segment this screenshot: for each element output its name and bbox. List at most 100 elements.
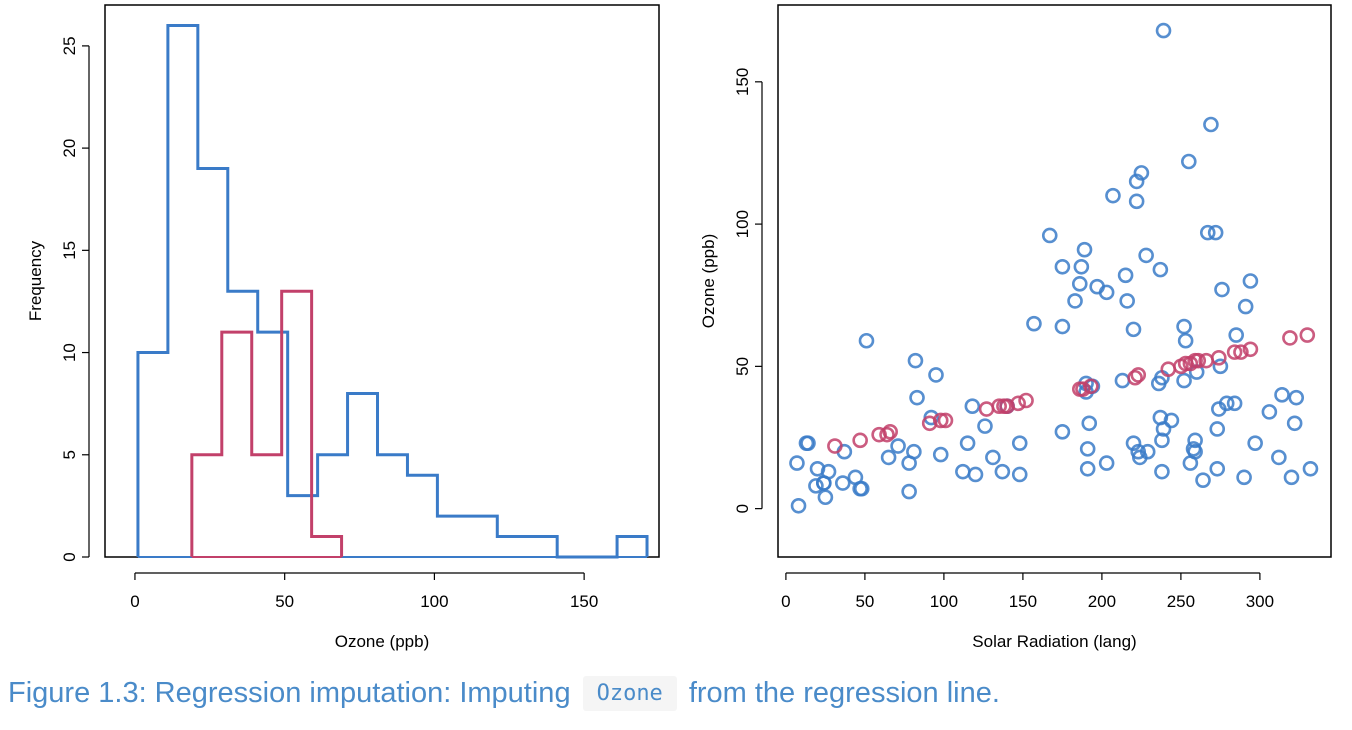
imputed-point bbox=[937, 412, 954, 429]
observed-point bbox=[1128, 193, 1145, 210]
x-axis-title: Ozone (ppb) bbox=[335, 632, 430, 651]
observed-point bbox=[1081, 415, 1098, 432]
y-tick-label: 50 bbox=[733, 357, 752, 376]
imputed-point bbox=[1083, 378, 1099, 395]
imputed-point bbox=[978, 401, 995, 417]
histogram-series-1-outline bbox=[190, 289, 344, 557]
histogram-bar bbox=[378, 455, 408, 557]
observed-point bbox=[1271, 449, 1287, 466]
y-tick-label: 0 bbox=[60, 552, 79, 561]
y-tick-label: 0 bbox=[733, 504, 752, 513]
observed-point bbox=[1195, 472, 1211, 488]
observed-point bbox=[1155, 421, 1172, 437]
x-tick-label: 0 bbox=[130, 592, 139, 611]
imputed-point bbox=[882, 424, 898, 440]
observed-point bbox=[890, 438, 906, 454]
observed-point bbox=[1209, 421, 1226, 437]
observed-point bbox=[1139, 443, 1156, 460]
observed-point bbox=[1119, 293, 1135, 309]
y-tick-label: 10 bbox=[60, 343, 79, 362]
x-tick-label: 100 bbox=[930, 592, 958, 611]
y-tick-label: 100 bbox=[733, 210, 752, 238]
observed-point bbox=[1128, 173, 1145, 190]
observed-point bbox=[932, 446, 949, 463]
histogram-bar bbox=[282, 291, 312, 557]
observed-point bbox=[817, 489, 834, 506]
y-tick-label: 25 bbox=[60, 36, 79, 55]
observed-point bbox=[880, 449, 897, 466]
imputed-point bbox=[1075, 381, 1091, 397]
scatter-panel: 0 50 100 150 200 250 300 Solar Radiation (lang)… bbox=[699, 4, 1332, 651]
observed-point bbox=[820, 463, 837, 480]
caption-code: Ozone bbox=[582, 676, 677, 711]
observed-point bbox=[1187, 443, 1203, 460]
observed-point bbox=[959, 435, 976, 451]
observed-point bbox=[909, 389, 925, 406]
histogram-bar bbox=[467, 516, 497, 557]
observed-point bbox=[1288, 389, 1305, 406]
x-tick-label: 50 bbox=[855, 592, 874, 611]
figure-caption: Figure 1.3: Regression imputation: Imput… bbox=[8, 676, 1000, 711]
observed-point bbox=[1163, 412, 1180, 429]
observed-point bbox=[1041, 227, 1058, 244]
histogram-bar bbox=[527, 537, 557, 557]
x-tick-label: 250 bbox=[1167, 592, 1195, 611]
observed-point bbox=[1177, 332, 1194, 349]
imputed-point bbox=[1233, 344, 1249, 360]
x-tick-label: 100 bbox=[420, 592, 448, 611]
observed-point bbox=[1302, 460, 1319, 477]
observed-point bbox=[1071, 276, 1088, 292]
caption-suffix: from the regression line. bbox=[688, 677, 1000, 709]
observed-point bbox=[1286, 415, 1303, 432]
x-tick-label: 300 bbox=[1246, 592, 1274, 611]
y-tick-label: 20 bbox=[60, 139, 79, 158]
observed-point bbox=[1236, 469, 1252, 486]
imputed-point bbox=[991, 398, 1008, 414]
imputed-point bbox=[1127, 369, 1143, 386]
observed-point bbox=[1073, 258, 1090, 275]
y-axis-title: Frequency bbox=[26, 240, 45, 321]
observed-point bbox=[790, 497, 807, 514]
observed-point bbox=[1228, 327, 1244, 343]
histogram-bar bbox=[138, 353, 168, 557]
observed-point bbox=[977, 418, 993, 434]
observed-point bbox=[1283, 469, 1300, 486]
observed-point bbox=[1154, 463, 1170, 480]
observed-point bbox=[1125, 435, 1142, 451]
observed-point bbox=[858, 332, 875, 349]
x-tick-label: 200 bbox=[1088, 592, 1116, 611]
histogram-bar bbox=[192, 455, 222, 557]
observed-point bbox=[1098, 284, 1115, 301]
histogram-bar bbox=[497, 537, 527, 557]
x-tick-label: 50 bbox=[275, 592, 294, 611]
observed-point bbox=[1214, 281, 1230, 298]
imputed-point bbox=[1211, 350, 1227, 366]
x-tick-label: 150 bbox=[1009, 592, 1037, 611]
y-tick-label: 5 bbox=[60, 450, 79, 459]
observed-point bbox=[1125, 321, 1142, 338]
observed-point bbox=[1199, 224, 1216, 241]
observed-point bbox=[853, 480, 870, 497]
histogram-bar bbox=[252, 455, 282, 557]
observed-point bbox=[1226, 395, 1243, 412]
observed-point bbox=[1209, 460, 1226, 477]
observed-point bbox=[808, 478, 824, 494]
histogram-bar bbox=[617, 537, 647, 557]
observed-point bbox=[1176, 318, 1192, 335]
observed-point bbox=[907, 352, 924, 369]
imputed-point bbox=[1282, 330, 1298, 346]
observed-point bbox=[1187, 432, 1203, 449]
y-tick-label: 15 bbox=[60, 241, 79, 260]
observed-point bbox=[955, 463, 971, 480]
imputed-point bbox=[852, 432, 868, 449]
observed-point bbox=[1098, 455, 1115, 471]
observed-point bbox=[1152, 261, 1169, 278]
caption-prefix: Figure 1.3: Regression imputation: Imput… bbox=[8, 677, 571, 709]
imputed-point bbox=[1010, 395, 1026, 412]
observed-point bbox=[1105, 187, 1121, 204]
observed-point bbox=[1026, 315, 1042, 332]
observed-point bbox=[1054, 318, 1071, 335]
observed-point bbox=[789, 455, 805, 471]
y-axis-title: Ozone (ppb) bbox=[699, 234, 718, 329]
imputed-point bbox=[932, 412, 949, 429]
